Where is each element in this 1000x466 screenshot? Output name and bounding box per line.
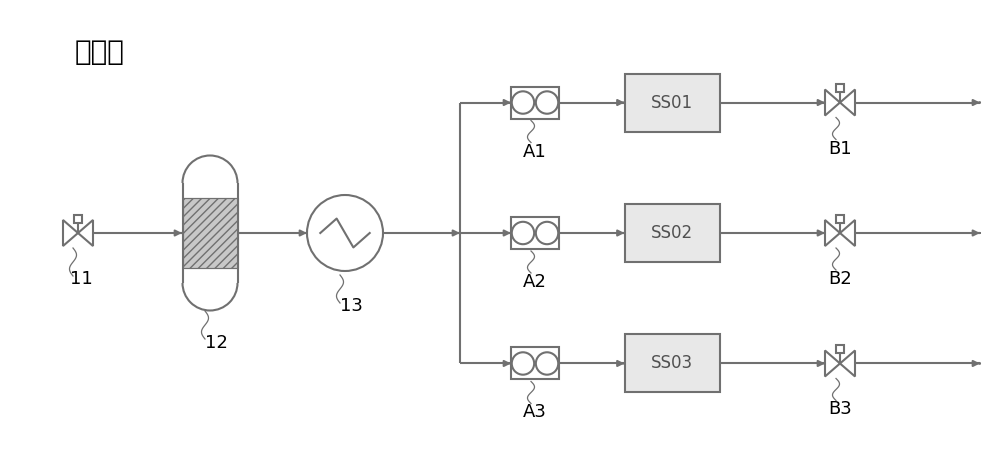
Text: SS03: SS03 — [651, 355, 693, 372]
Circle shape — [512, 222, 534, 244]
Polygon shape — [78, 220, 93, 246]
Text: B1: B1 — [828, 139, 852, 158]
Polygon shape — [825, 220, 840, 246]
Bar — [511, 348, 559, 379]
Bar — [624, 74, 720, 131]
Circle shape — [536, 222, 558, 244]
Text: A1: A1 — [523, 143, 547, 160]
Text: SS02: SS02 — [651, 224, 693, 242]
Text: B3: B3 — [828, 400, 852, 418]
Bar — [836, 84, 844, 92]
Circle shape — [536, 91, 558, 114]
Text: A2: A2 — [523, 273, 547, 291]
Bar — [74, 215, 82, 223]
Circle shape — [536, 352, 558, 375]
Text: 12: 12 — [205, 334, 228, 352]
Bar — [624, 335, 720, 392]
Text: SS01: SS01 — [651, 94, 693, 111]
Text: A3: A3 — [523, 404, 547, 421]
Polygon shape — [840, 220, 855, 246]
Polygon shape — [840, 350, 855, 377]
Circle shape — [512, 91, 534, 114]
Polygon shape — [825, 350, 840, 377]
Circle shape — [512, 352, 534, 375]
Bar — [624, 204, 720, 262]
Polygon shape — [840, 89, 855, 116]
Bar — [836, 215, 844, 223]
Bar — [511, 87, 559, 118]
Text: 13: 13 — [340, 297, 363, 315]
Bar — [511, 217, 559, 249]
Bar — [182, 183, 238, 283]
Text: 11: 11 — [70, 270, 93, 288]
Text: 空气路: 空气路 — [75, 38, 125, 66]
Circle shape — [307, 195, 383, 271]
Polygon shape — [825, 89, 840, 116]
Bar — [182, 198, 238, 268]
Text: B2: B2 — [828, 270, 852, 288]
Bar — [836, 345, 844, 353]
Polygon shape — [63, 220, 78, 246]
